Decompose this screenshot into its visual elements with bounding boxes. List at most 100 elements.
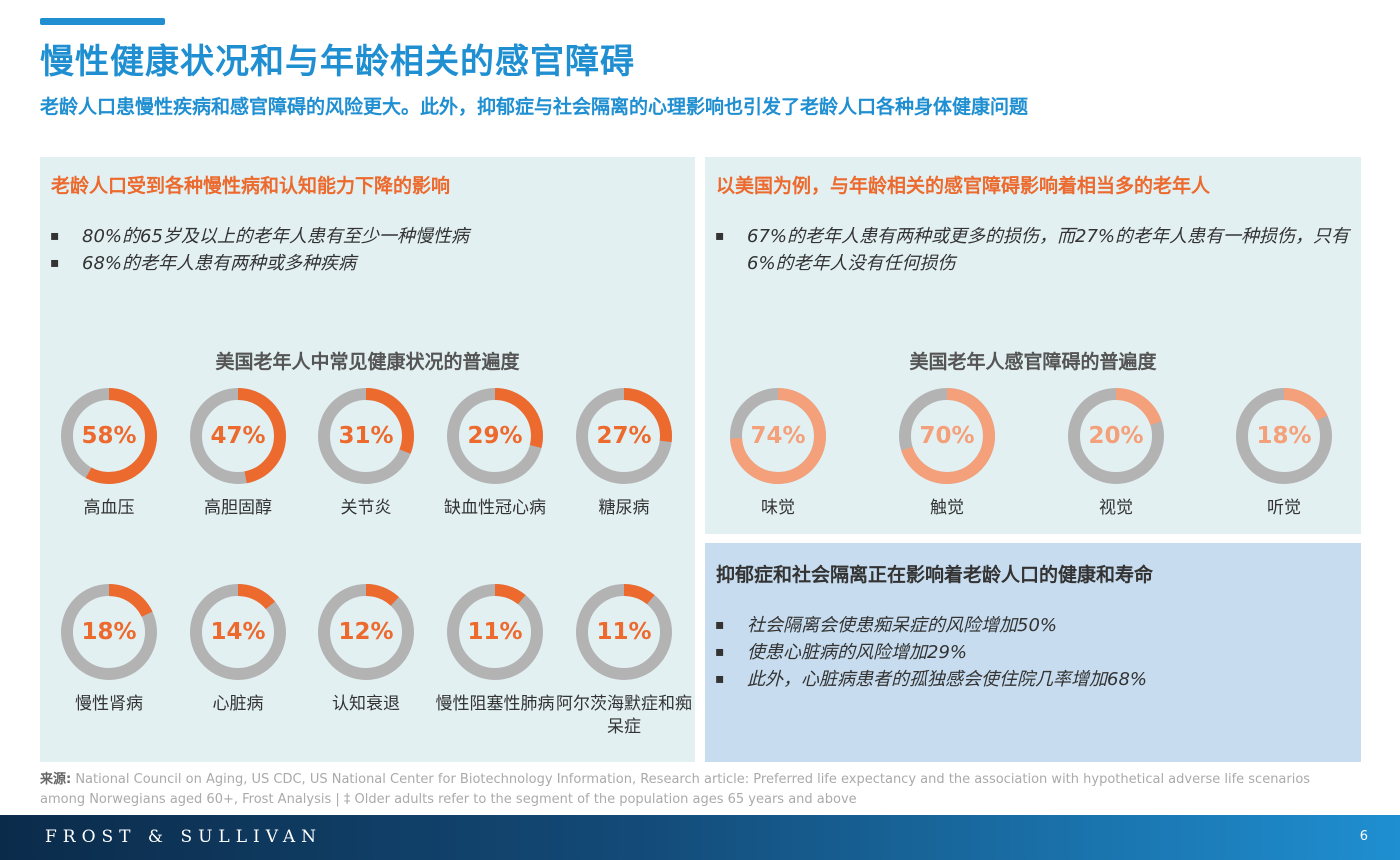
donut-value: 58% bbox=[81, 423, 137, 449]
donut-arc bbox=[190, 388, 286, 484]
donut-ring: 20% bbox=[1067, 387, 1165, 485]
donut-item: 47% 高胆固醇 bbox=[168, 387, 308, 520]
donut-arc bbox=[190, 584, 286, 680]
bullet-item: 68%的老年人患有两种或多种疾病 bbox=[50, 250, 680, 277]
donut-svg bbox=[1068, 388, 1164, 484]
donut-label: 慢性肾病 bbox=[75, 694, 143, 714]
donut-value: 47% bbox=[210, 423, 266, 449]
brand-logo: FROST & SULLIVAN bbox=[45, 827, 322, 847]
footer-bar: FROST & SULLIVAN 6 bbox=[0, 815, 1400, 860]
donut-value: 14% bbox=[210, 619, 266, 645]
bullet-item: 此外，心脏病患者的孤独感会使住院几率增加68% bbox=[715, 666, 1355, 693]
page-number: 6 bbox=[1359, 829, 1368, 844]
source-note: 来源: National Council on Aging, US CDC, U… bbox=[40, 770, 1340, 810]
donut-arc bbox=[576, 584, 672, 680]
donut-value: 11% bbox=[596, 619, 652, 645]
donut-value: 31% bbox=[338, 423, 394, 449]
donut-ring: 11% bbox=[446, 583, 544, 681]
donut-label: 高血压 bbox=[83, 498, 135, 518]
donut-ring: 14% bbox=[189, 583, 287, 681]
bullet-item: 80%的65岁及以上的老年人患有至少一种慢性病 bbox=[50, 223, 680, 250]
donut-label: 关节炎 bbox=[340, 498, 392, 518]
bullet-item: 67%的老年人患有两种或更多的损伤，而27%的老年人患有一种损伤，只有6%的老年… bbox=[715, 223, 1355, 277]
donut-ring: 31% bbox=[317, 387, 415, 485]
depression-isolation-panel: 抑郁症和社会隔离正在影响着老龄人口的健康和寿命 社会隔离会使患痴呆症的风险增加5… bbox=[705, 543, 1361, 762]
donut-value: 74% bbox=[750, 423, 806, 449]
donut-value: 20% bbox=[1088, 423, 1144, 449]
donut-ring: 11% bbox=[575, 583, 673, 681]
donut-svg bbox=[447, 584, 543, 680]
donut-value: 12% bbox=[338, 619, 394, 645]
donut-label: 听觉 bbox=[1267, 498, 1301, 518]
source-label: 来源: bbox=[40, 772, 72, 787]
donut-arc bbox=[318, 388, 414, 484]
donut-ring: 18% bbox=[1235, 387, 1333, 485]
donut-arc bbox=[1236, 388, 1332, 484]
donut-svg bbox=[576, 388, 672, 484]
donut-value: 18% bbox=[81, 619, 137, 645]
donut-arc bbox=[447, 388, 543, 484]
donut-item: 29% 缺血性冠心病 bbox=[425, 387, 565, 520]
donut-ring: 70% bbox=[898, 387, 996, 485]
donut-arc bbox=[730, 388, 826, 484]
title-accent-bar bbox=[40, 18, 165, 25]
donut-label: 视觉 bbox=[1099, 498, 1133, 518]
donut-label: 触觉 bbox=[930, 498, 964, 518]
donut-item: 11% 阿尔茨海默症和痴呆症 bbox=[554, 583, 694, 739]
sensory-chart-title: 美国老年人感官障碍的普遍度 bbox=[909, 351, 1157, 373]
donut-label: 高胆固醇 bbox=[204, 498, 272, 518]
chronic-conditions-heading: 老龄人口受到各种慢性病和认知能力下降的影响 bbox=[51, 175, 451, 197]
donut-svg bbox=[899, 388, 995, 484]
donut-arc bbox=[61, 388, 157, 484]
bullet-item: 使患心脏病的风险增加29% bbox=[715, 639, 1355, 666]
donut-svg bbox=[730, 388, 826, 484]
donut-label: 缺血性冠心病 bbox=[444, 498, 546, 518]
chronic-conditions-panel: 老龄人口受到各种慢性病和认知能力下降的影响 80%的65岁及以上的老年人患有至少… bbox=[40, 157, 695, 762]
sensory-impairment-bullets: 67%的老年人患有两种或更多的损伤，而27%的老年人患有一种损伤，只有6%的老年… bbox=[715, 223, 1355, 277]
donut-item: 70% 触觉 bbox=[877, 387, 1017, 520]
donut-label: 慢性阻塞性肺病 bbox=[435, 694, 555, 714]
page-subtitle: 老龄人口患慢性疾病和感官障碍的风险更大。此外，抑郁症与社会隔离的心理影响也引发了… bbox=[40, 96, 1029, 118]
chronic-conditions-bullets: 80%的65岁及以上的老年人患有至少一种慢性病 68%的老年人患有两种或多种疾病 bbox=[50, 223, 680, 277]
donut-svg bbox=[318, 584, 414, 680]
donut-arc bbox=[576, 388, 672, 484]
health-conditions-chart-title: 美国老年人中常见健康状况的普遍度 bbox=[215, 351, 520, 373]
donut-arc bbox=[447, 584, 543, 680]
donut-arc bbox=[1068, 388, 1164, 484]
donut-item: 18% 听觉 bbox=[1214, 387, 1354, 520]
donut-svg bbox=[318, 388, 414, 484]
donut-item: 11% 慢性阻塞性肺病 bbox=[425, 583, 565, 716]
donut-label: 阿尔茨海默症和痴呆症 bbox=[556, 694, 692, 737]
donut-ring: 18% bbox=[60, 583, 158, 681]
page-title: 慢性健康状况和与年龄相关的感官障碍 bbox=[40, 42, 635, 82]
donut-item: 27% 糖尿病 bbox=[554, 387, 694, 520]
donut-item: 58% 高血压 bbox=[39, 387, 179, 520]
donut-svg bbox=[61, 584, 157, 680]
donut-svg bbox=[447, 388, 543, 484]
donut-label: 味觉 bbox=[761, 498, 795, 518]
donut-svg bbox=[190, 584, 286, 680]
donut-value: 29% bbox=[467, 423, 523, 449]
donut-label: 心脏病 bbox=[212, 694, 264, 714]
donut-arc bbox=[61, 584, 157, 680]
donut-svg bbox=[1236, 388, 1332, 484]
donut-value: 70% bbox=[919, 423, 975, 449]
donut-ring: 58% bbox=[60, 387, 158, 485]
donut-ring: 12% bbox=[317, 583, 415, 681]
bullet-item: 社会隔离会使患痴呆症的风险增加50% bbox=[715, 612, 1355, 639]
donut-value: 11% bbox=[467, 619, 523, 645]
donut-ring: 47% bbox=[189, 387, 287, 485]
donut-label: 认知衰退 bbox=[332, 694, 400, 714]
donut-item: 18% 慢性肾病 bbox=[39, 583, 179, 716]
donut-item: 31% 关节炎 bbox=[296, 387, 436, 520]
donut-ring: 27% bbox=[575, 387, 673, 485]
donut-item: 12% 认知衰退 bbox=[296, 583, 436, 716]
donut-ring: 29% bbox=[446, 387, 544, 485]
sensory-impairment-panel: 以美国为例，与年龄相关的感官障碍影响着相当多的老年人 67%的老年人患有两种或更… bbox=[705, 157, 1361, 534]
donut-item: 14% 心脏病 bbox=[168, 583, 308, 716]
depression-isolation-bullets: 社会隔离会使患痴呆症的风险增加50% 使患心脏病的风险增加29% 此外，心脏病患… bbox=[715, 612, 1355, 693]
donut-svg bbox=[61, 388, 157, 484]
donut-item: 74% 味觉 bbox=[708, 387, 848, 520]
donut-svg bbox=[190, 388, 286, 484]
donut-label: 糖尿病 bbox=[598, 498, 650, 518]
